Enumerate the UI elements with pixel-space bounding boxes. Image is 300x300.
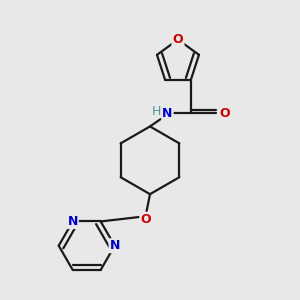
Text: O: O	[219, 107, 230, 120]
Text: N: N	[162, 107, 172, 120]
Text: N: N	[110, 239, 120, 252]
Text: N: N	[68, 215, 78, 228]
Text: O: O	[173, 33, 183, 46]
Text: O: O	[140, 213, 151, 226]
Text: H: H	[152, 104, 161, 118]
